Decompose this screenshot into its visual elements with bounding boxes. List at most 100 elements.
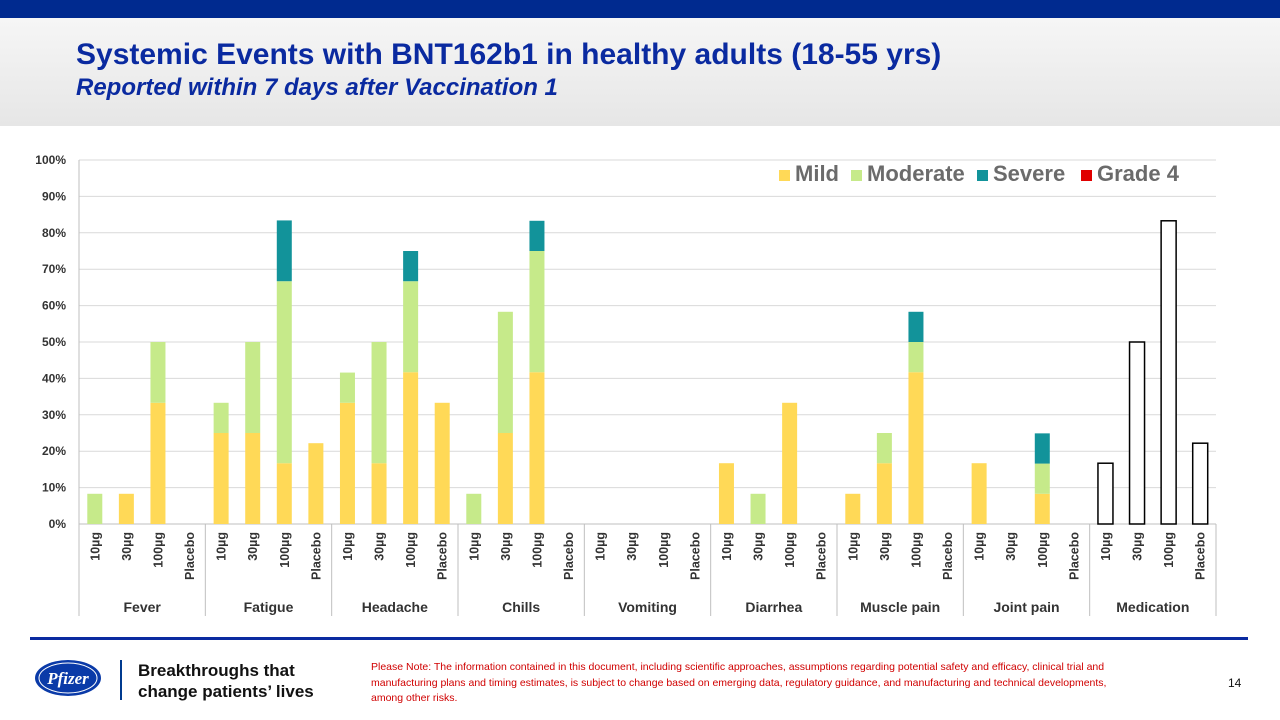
legend-label: Grade 4 — [1097, 161, 1180, 186]
bar-moderate — [750, 493, 766, 524]
tagline-line-2: change patients’ lives — [138, 682, 314, 701]
group-label: Muscle pain — [860, 599, 940, 615]
dose-label: 100µg — [278, 532, 292, 568]
bar-moderate — [150, 342, 166, 403]
bar-medication — [1191, 442, 1209, 525]
legend-swatch-mild — [779, 170, 790, 181]
bar-moderate — [466, 493, 482, 524]
bar-severe — [529, 220, 545, 251]
dose-label: 10µg — [594, 532, 608, 561]
bar-mild — [782, 402, 798, 524]
dose-label: 100µg — [909, 532, 923, 568]
dose-label: 100µg — [404, 532, 418, 568]
bar-severe — [276, 220, 292, 282]
y-tick-label: 80% — [42, 226, 66, 240]
dose-label: Placebo — [309, 532, 323, 580]
bar-mild — [876, 463, 892, 524]
bar-moderate — [245, 342, 261, 433]
tagline-line-1: Breakthroughs that — [138, 661, 295, 680]
dose-label: Placebo — [688, 532, 702, 580]
bar-moderate — [497, 311, 513, 433]
bar-mild — [434, 402, 450, 524]
systemic-events-chart: 0% 10% 20% 30% 40% 50% 60% 70% 80% 90% 100% 10µg 30µ… — [35, 153, 1217, 616]
bar-severe — [908, 311, 924, 342]
dose-label: 10µg — [1099, 532, 1113, 561]
dose-label: 30µg — [752, 532, 766, 561]
dose-label: 30µg — [1004, 532, 1018, 561]
dose-label: 10µg — [88, 532, 102, 561]
y-tick-label: 50% — [42, 335, 66, 349]
bar-moderate — [87, 493, 103, 524]
dose-label: Placebo — [183, 532, 197, 580]
y-tick-label: 30% — [42, 408, 66, 422]
dose-label: Placebo — [1067, 532, 1081, 580]
legend-label: Mild — [795, 161, 839, 186]
dose-label: 30µg — [1131, 532, 1145, 561]
dose-label: 30µg — [499, 532, 513, 561]
pfizer-logo: Pfizer — [35, 660, 101, 696]
bar-mild — [403, 372, 419, 524]
dose-label: 100µg — [1162, 532, 1176, 568]
bar-mild — [845, 493, 861, 524]
slide-subtitle: Reported within 7 days after Vaccination… — [76, 74, 558, 101]
bar-mild — [497, 433, 513, 524]
dose-label: 10µg — [341, 532, 355, 561]
dose-label: 100µg — [530, 532, 544, 568]
dose-label: Placebo — [436, 532, 450, 580]
bar-mild — [276, 463, 292, 524]
y-tick-label: 100% — [35, 153, 66, 167]
disclaimer-note: Please Note: The information contained i… — [371, 661, 1107, 704]
bar-moderate — [908, 342, 924, 373]
slide-title: Systemic Events with BNT162b1 in healthy… — [76, 38, 942, 71]
legend-swatch-moderate — [851, 170, 862, 181]
bar-mild — [371, 463, 387, 524]
dose-label: 30µg — [120, 532, 134, 561]
bar-mild — [150, 402, 166, 524]
bar-medication — [1128, 341, 1146, 525]
dose-label: 10µg — [720, 532, 734, 561]
bar-mild — [908, 372, 924, 524]
bar-moderate — [276, 281, 292, 464]
dose-label: 100µg — [657, 532, 671, 568]
bar-mild — [118, 493, 134, 524]
dose-label: 10µg — [846, 532, 860, 561]
header-band — [0, 18, 1280, 126]
bar-medication — [1097, 462, 1114, 525]
group-label: Headache — [362, 599, 428, 615]
bar-moderate — [529, 251, 545, 373]
bar-mild — [1034, 493, 1050, 524]
bar-mild — [718, 463, 734, 524]
group-label: Fatigue — [244, 599, 294, 615]
bar-moderate — [339, 372, 355, 403]
legend-label: Severe — [993, 161, 1065, 186]
bar-severe — [403, 251, 419, 282]
dose-label: 30µg — [625, 532, 639, 561]
bar-moderate — [403, 281, 419, 373]
bar-mild — [339, 402, 355, 524]
bar-severe — [1034, 433, 1050, 464]
y-tick-label: 70% — [42, 262, 66, 276]
bar-mild — [971, 463, 987, 524]
dose-label: 100µg — [151, 532, 165, 568]
dose-label: 10µg — [467, 532, 481, 561]
bar-mild — [529, 372, 545, 524]
dose-label: 10µg — [973, 532, 987, 561]
bar-mild — [245, 433, 261, 524]
page-number: 14 — [1228, 676, 1242, 690]
logo-text: Pfizer — [46, 669, 89, 688]
dose-label: 100µg — [783, 532, 797, 568]
y-tick-label: 0% — [49, 517, 67, 531]
group-label: Fever — [123, 599, 161, 615]
legend-label: Moderate — [867, 161, 965, 186]
dose-label: Placebo — [941, 532, 955, 580]
dose-label: 10µg — [215, 532, 229, 561]
dose-label: 30µg — [878, 532, 892, 561]
dose-label: Placebo — [562, 532, 576, 580]
group-label: Medication — [1116, 599, 1189, 615]
y-tick-label: 20% — [42, 444, 66, 458]
footer-divider — [30, 637, 1248, 640]
y-tick-label: 60% — [42, 299, 66, 313]
bar-moderate — [371, 342, 387, 464]
group-label: Diarrhea — [745, 599, 802, 615]
dose-label: Placebo — [1194, 532, 1208, 580]
